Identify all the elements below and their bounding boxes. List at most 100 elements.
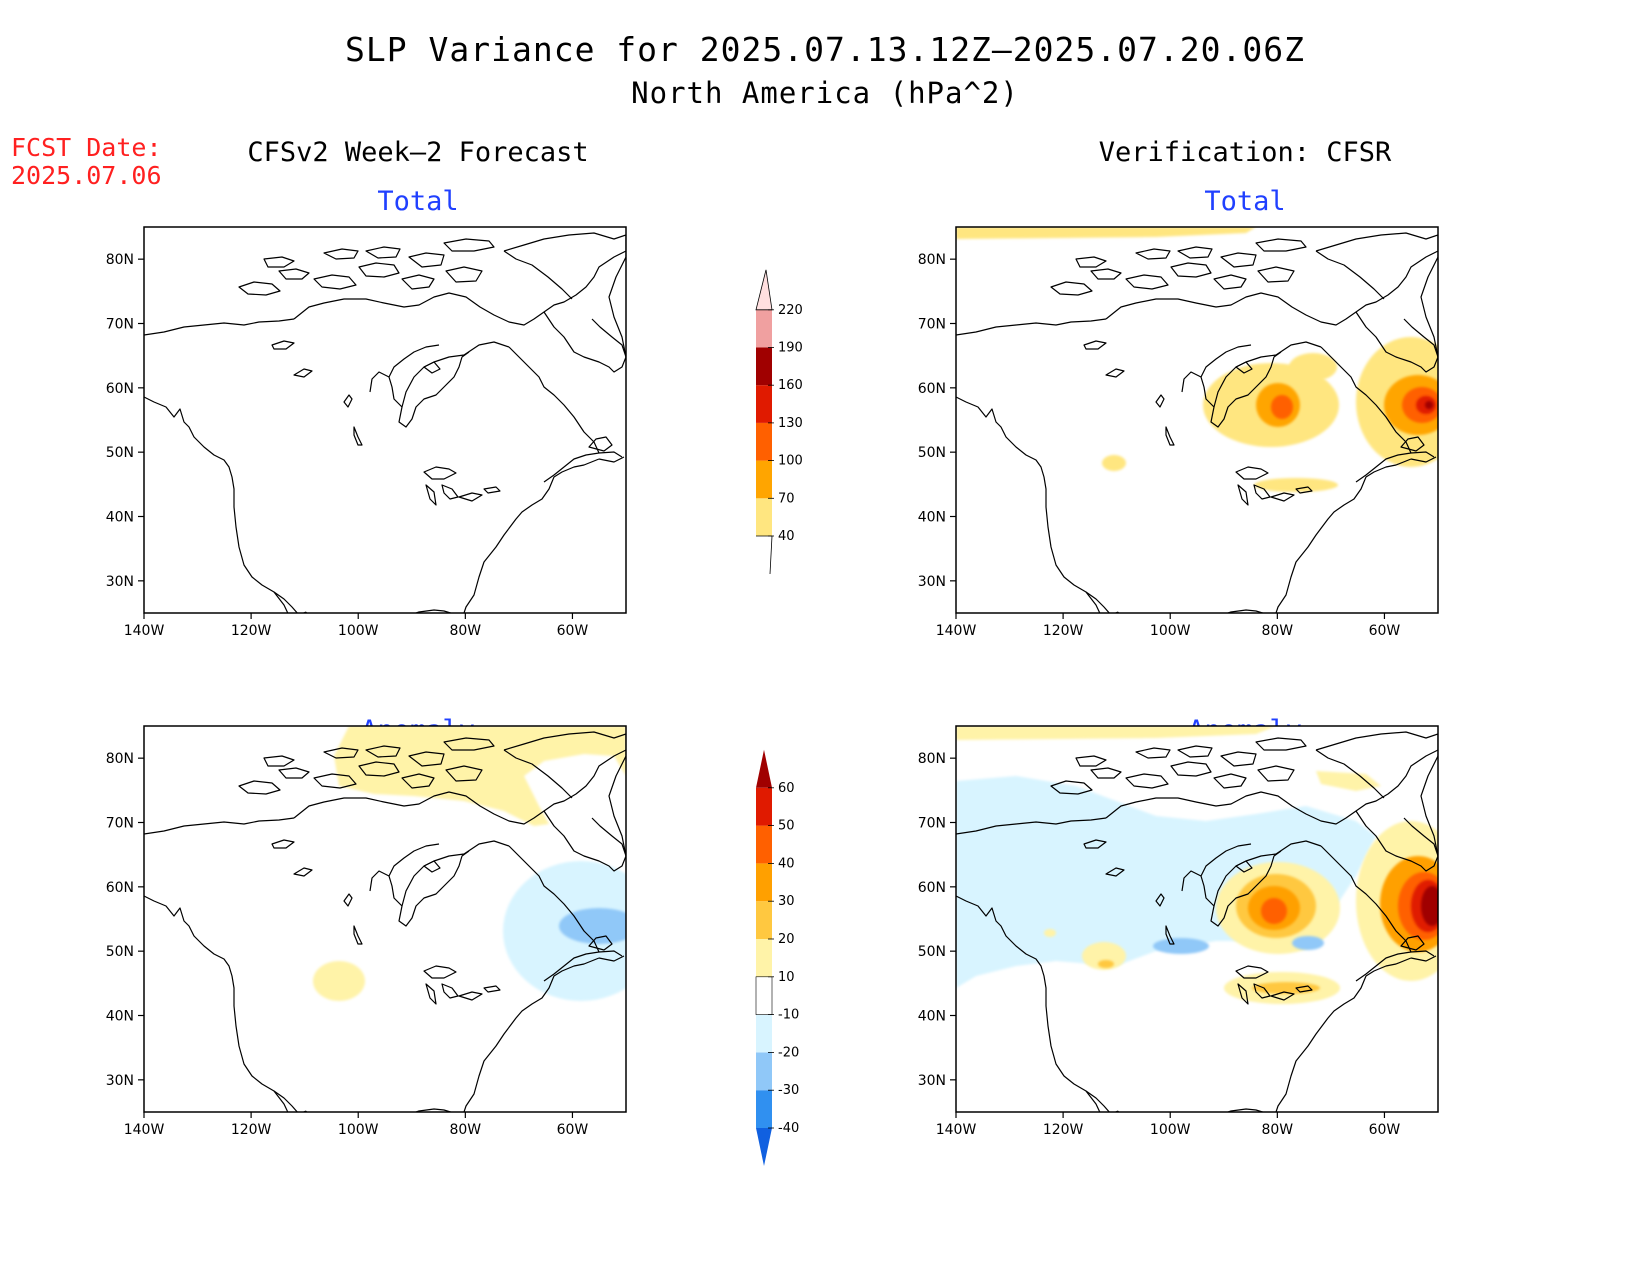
fcst-date-label: FCST Date: (11, 133, 162, 162)
verification-anomaly-map-area (956, 726, 1438, 1112)
anomaly-colorbar-label: 10 (778, 970, 795, 985)
forecast-total-map: 80N 70N 60N 50N 40N 30N 140W 120W 100W 80W 60W (106, 226, 627, 639)
anomaly-colorbar-swatch (756, 787, 772, 826)
verification-anomaly-shaded-region (956, 726, 1276, 740)
anomaly-colorbar-label: -40 (778, 1121, 799, 1136)
lat-tick-label: 80N (106, 751, 134, 767)
lat-tick-label: 70N (106, 816, 134, 832)
lon-tick-label: 100W (1150, 623, 1191, 639)
lon-tick-label: 120W (231, 1122, 272, 1138)
anomaly-colorbar-label: -30 (778, 1083, 799, 1098)
lat-tick-label: 80N (918, 751, 946, 767)
lon-tick-label: 140W (124, 623, 165, 639)
forecast-anomaly-shaded-region (334, 726, 626, 826)
lat-tick-label: 60N (106, 381, 134, 397)
lat-tick-label: 80N (918, 252, 946, 268)
verification-anomaly-shaded-region (1044, 929, 1056, 937)
total-colorbar-label: 100 (778, 454, 803, 469)
lon-tick-label: 100W (1150, 1122, 1191, 1138)
lon-tick-label: 60W (557, 623, 589, 639)
anomaly-colorbar-upper-arrow (756, 749, 772, 788)
figure-title: SLP Variance for 2025.07.13.12Z–2025.07.… (345, 30, 1305, 69)
lon-tick-label: 80W (1261, 1122, 1293, 1138)
lat-tick-label: 50N (106, 944, 134, 960)
anomaly-colorbar-swatch (756, 1014, 772, 1053)
forecast-total-map-area (144, 227, 626, 613)
verification-total-shaded-region (1254, 478, 1338, 492)
total-colorbar-label: 160 (778, 378, 803, 393)
anomaly-colorbar-swatch (756, 976, 772, 1015)
lat-tick-label: 30N (106, 1073, 134, 1089)
lat-tick-label: 60N (106, 880, 134, 896)
forecast-column-heading: CFSv2 Week–2 Forecast (247, 137, 589, 168)
anomaly-colorbar-swatch (756, 939, 772, 977)
lon-tick-label: 140W (936, 1122, 977, 1138)
lat-tick-label: 50N (918, 445, 946, 461)
figure-subtitle: North America (hPa^2) (631, 76, 1019, 110)
lon-tick-label: 120W (1043, 623, 1084, 639)
total-colorbar-swatch (756, 422, 772, 461)
lat-tick-label: 50N (106, 445, 134, 461)
anomaly-colorbar-swatch (756, 863, 772, 902)
verification-total-shaded-region (1271, 395, 1293, 419)
total-colorbar-label: 130 (778, 416, 803, 431)
total-colorbar-label: 70 (778, 491, 795, 506)
lon-tick-label: 140W (936, 623, 977, 639)
forecast-anomaly-shaded-region (559, 908, 626, 944)
total-colorbar-label: 40 (778, 529, 795, 544)
verification-anomaly-frame (955, 725, 1439, 1113)
total-colorbar: 40 70 100 130 160 190 220 (755, 269, 803, 575)
forecast-anomaly-frame (143, 725, 627, 1113)
verification-anomaly-shaded-region (1082, 942, 1126, 970)
lat-tick-label: 70N (106, 317, 134, 333)
verification-total-map: 80N 70N 60N 50N 40N 30N 140W 120W 100W 80W 60W (918, 226, 1439, 639)
lat-tick-label: 40N (106, 510, 134, 526)
lat-tick-label: 70N (918, 317, 946, 333)
total-colorbar-label: 220 (778, 303, 803, 318)
total-colorbar-swatch (756, 460, 772, 499)
anomaly-colorbar-label: 20 (778, 932, 795, 947)
lat-tick-label: 70N (918, 816, 946, 832)
forecast-total-map-background (144, 227, 626, 613)
verification-anomaly-shaded-region (1316, 771, 1381, 791)
total-colorbar-label: 190 (778, 341, 803, 356)
lat-tick-label: 60N (918, 381, 946, 397)
anomaly-colorbar-lower-arrow (756, 1128, 772, 1166)
lon-tick-label: 100W (338, 1122, 379, 1138)
verification-anomaly-map: 80N 70N 60N 50N 40N 30N 140W 120W 100W 80W 60W (918, 725, 1439, 1138)
verification-column-heading: Verification: CFSR (1098, 137, 1392, 168)
anomaly-colorbar-label: 50 (778, 819, 795, 834)
total-colorbar-upper-arrow (755, 269, 773, 311)
verification-total-shaded-region (1102, 455, 1126, 471)
verification-total-map-area (956, 227, 1438, 613)
verification-total-frame (955, 226, 1439, 614)
lon-tick-label: 140W (124, 1122, 165, 1138)
anomaly-colorbar-swatch (756, 1090, 772, 1128)
anomaly-colorbar: -40 -30 -20 -10 10 20 30 40 50 60 (755, 749, 799, 1166)
forecast-anomaly-map: 80N 70N 60N 50N 40N 30N 140W 120W 100W 80W 60W (106, 725, 627, 1138)
anomaly-colorbar-neutral-band (755, 976, 773, 1015)
forecast-anomaly-map-area (144, 726, 626, 1112)
fcst-date-value: 2025.07.06 (11, 161, 162, 190)
forecast-total-frame (143, 226, 627, 614)
lat-tick-label: 30N (106, 574, 134, 590)
total-colorbar-swatch (756, 309, 772, 348)
anomaly-colorbar-label: 40 (778, 856, 795, 871)
verification-total-shaded-region (956, 227, 1256, 239)
lat-tick-label: 40N (918, 1009, 946, 1025)
anomaly-colorbar-label: -20 (778, 1045, 799, 1060)
verification-total-shaded-region (1289, 353, 1337, 381)
lon-tick-label: 60W (1369, 1122, 1401, 1138)
lon-tick-label: 120W (1043, 1122, 1084, 1138)
lon-tick-label: 80W (449, 623, 481, 639)
lat-tick-label: 80N (106, 252, 134, 268)
lat-tick-label: 40N (918, 510, 946, 526)
anomaly-colorbar-label: 30 (778, 894, 795, 909)
forecast-anomaly-shaded-region (313, 961, 365, 1001)
verification-total-shaded-region (1425, 401, 1433, 409)
verification-anomaly-shaded-region (1261, 898, 1287, 924)
anomaly-colorbar-swatch (756, 1052, 772, 1091)
total-colorbar-swatch (756, 385, 772, 423)
lon-tick-label: 100W (338, 623, 379, 639)
